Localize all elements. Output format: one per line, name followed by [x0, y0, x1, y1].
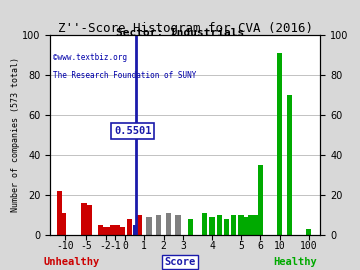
Bar — [258, 165, 263, 235]
Title: Z''-Score Histogram for CVA (2016): Z''-Score Histogram for CVA (2016) — [58, 22, 313, 35]
Bar — [202, 213, 207, 235]
Bar — [120, 227, 125, 235]
Bar — [224, 219, 229, 235]
Bar — [306, 229, 311, 235]
Bar — [105, 227, 111, 235]
Bar — [210, 217, 215, 235]
Bar — [156, 215, 161, 235]
Text: The Research Foundation of SUNY: The Research Foundation of SUNY — [53, 71, 197, 80]
Bar — [127, 219, 132, 235]
Bar — [110, 225, 116, 235]
Bar — [101, 227, 107, 235]
Bar — [57, 191, 62, 235]
Text: Unhealthy: Unhealthy — [43, 257, 99, 267]
Bar — [137, 215, 142, 235]
Text: Healthy: Healthy — [273, 257, 317, 267]
Bar — [81, 203, 87, 235]
Bar — [277, 53, 282, 235]
Bar — [248, 215, 253, 235]
Bar — [238, 215, 244, 235]
Bar — [231, 215, 237, 235]
Bar — [243, 217, 248, 235]
Bar — [253, 215, 258, 235]
Bar — [87, 205, 92, 235]
Bar — [61, 213, 66, 235]
Bar — [287, 95, 292, 235]
Bar — [166, 213, 171, 235]
Bar — [115, 225, 120, 235]
Bar — [98, 225, 103, 235]
Bar — [133, 225, 138, 235]
Bar — [175, 215, 181, 235]
Text: Score: Score — [165, 257, 195, 267]
Bar — [217, 215, 222, 235]
Text: ©www.textbiz.org: ©www.textbiz.org — [53, 53, 127, 62]
Bar — [188, 219, 193, 235]
Y-axis label: Number of companies (573 total): Number of companies (573 total) — [10, 58, 19, 212]
Text: Sector: Industrials: Sector: Industrials — [116, 28, 244, 38]
Bar — [147, 217, 152, 235]
Text: 0.5501: 0.5501 — [114, 126, 152, 136]
